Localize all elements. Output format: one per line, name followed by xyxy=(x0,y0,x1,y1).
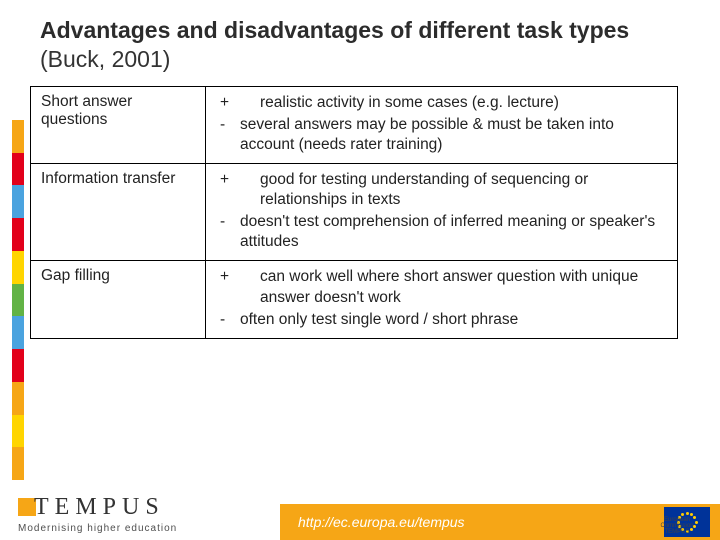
color-swatch xyxy=(12,349,24,382)
color-swatch xyxy=(12,284,24,317)
tempus-logo: TEMPUS xyxy=(18,494,280,521)
color-swatch xyxy=(12,120,24,153)
minus-icon xyxy=(220,115,234,135)
color-swatch xyxy=(12,316,24,349)
color-swatch xyxy=(12,382,24,415)
slide-footer: TEMPUS Modernising higher education http… xyxy=(0,484,720,540)
color-swatch xyxy=(12,153,24,186)
disadvantage-item: doesn't test comprehension of inferred m… xyxy=(216,212,667,252)
task-type-points: good for testing understanding of sequen… xyxy=(206,163,678,261)
table-row: Gap fillingcan work well where short ans… xyxy=(31,261,678,338)
color-swatch xyxy=(12,218,24,251)
disadvantage-item: several answers may be possible & must b… xyxy=(216,115,667,155)
table-row: Information transfergood for testing und… xyxy=(31,163,678,261)
footer-url: http://ec.europa.eu/tempus xyxy=(298,514,465,530)
minus-icon xyxy=(220,310,234,330)
title-citation: (Buck, 2001) xyxy=(40,46,170,72)
task-type-points: can work well where short answer questio… xyxy=(206,261,678,338)
minus-icon xyxy=(220,212,234,232)
plus-icon xyxy=(220,170,234,190)
task-type-points: realistic activity in some cases (e.g. l… xyxy=(206,86,678,163)
advantage-item: can work well where short answer questio… xyxy=(216,267,667,307)
task-types-tbody: Short answer questions realistic activity… xyxy=(31,86,678,338)
eu-flag-caption: European Commission TEMPUS xyxy=(654,517,700,535)
color-swatch xyxy=(12,447,24,480)
task-type-name: Gap filling xyxy=(31,261,206,338)
plus-icon xyxy=(220,267,234,287)
advantage-item: good for testing understanding of sequen… xyxy=(216,170,667,210)
color-swatch xyxy=(12,251,24,284)
task-type-name: Information transfer xyxy=(31,163,206,261)
plus-icon xyxy=(220,93,234,113)
advantage-item: realistic activity in some cases (e.g. l… xyxy=(216,93,667,113)
disadvantage-item: often only test single word / short phra… xyxy=(216,310,667,330)
color-swatch xyxy=(12,185,24,218)
footer-left: TEMPUS Modernising higher education xyxy=(0,494,280,540)
title-bold-part: Advantages and disadvantages of differen… xyxy=(40,17,629,43)
task-types-table: Short answer questions realistic activity… xyxy=(30,86,678,339)
footer-bar: http://ec.europa.eu/tempus European Comm… xyxy=(280,504,720,540)
logo-text: TEMPUS xyxy=(34,494,165,520)
footer-tagline: Modernising higher education xyxy=(18,523,280,534)
slide-title: Advantages and disadvantages of differen… xyxy=(40,16,692,74)
color-swatch xyxy=(12,415,24,448)
table-row: Short answer questions realistic activity… xyxy=(31,86,678,163)
task-type-name: Short answer questions xyxy=(31,86,206,163)
slide-title-area: Advantages and disadvantages of differen… xyxy=(0,0,720,80)
accent-color-bar xyxy=(12,120,24,480)
